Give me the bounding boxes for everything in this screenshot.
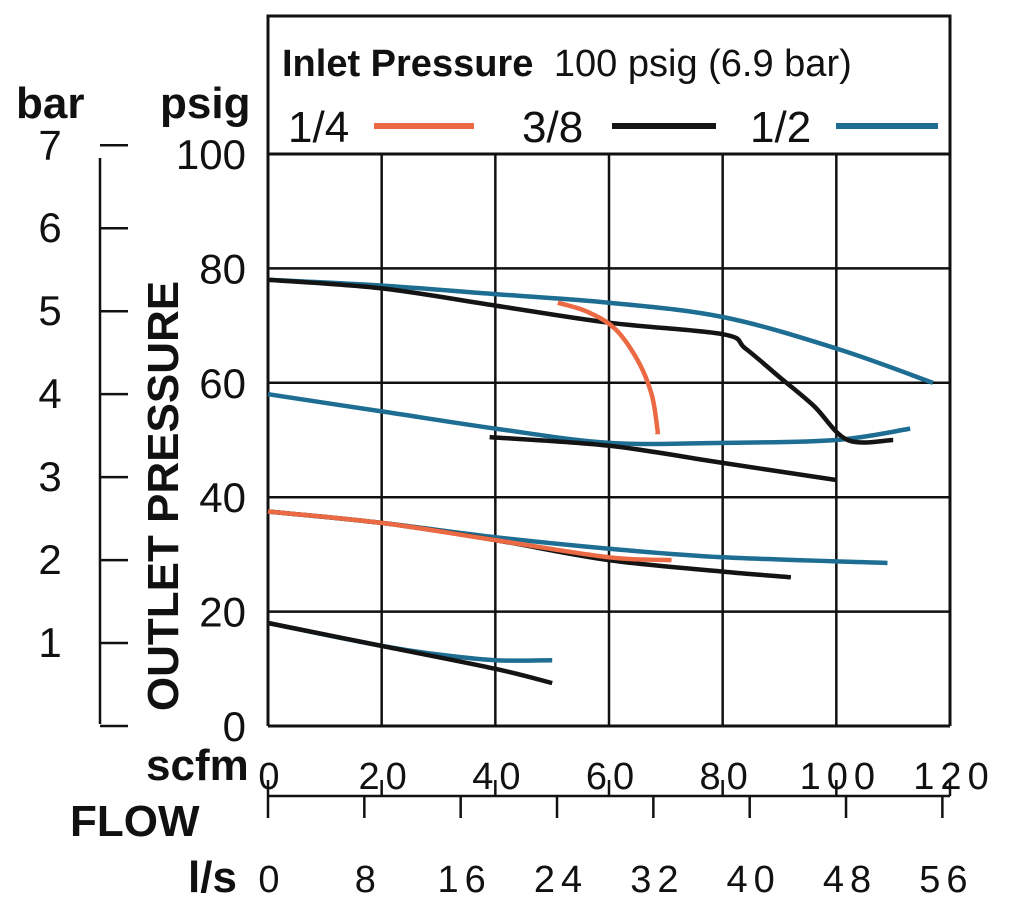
legend-title: Inlet Pressure 100 psig (6.9 bar) [282, 43, 852, 85]
scfm-tick-80: 80 [700, 756, 754, 798]
scfm-tick-60: 60 [586, 756, 640, 798]
bar-tick-6: 6 [38, 204, 61, 251]
ls-tick-0: 0 [258, 859, 285, 901]
ls-tick-40: 40 [727, 859, 781, 901]
legend-title-bold: Inlet Pressure [282, 43, 533, 85]
ls-tick-32: 32 [630, 859, 684, 901]
series-half-curve-2 [267, 391, 911, 447]
bar-unit-label: bar [16, 79, 84, 128]
series-curves [267, 277, 934, 686]
series-quarter-curve-2 [267, 509, 672, 563]
scfm-tick-20: 20 [359, 756, 413, 798]
series-three-eighths-curve-2 [489, 434, 837, 483]
ls-ticks: 0 8 16 24 32 40 48 56 [258, 859, 973, 901]
psig-unit-label: psig [160, 79, 250, 128]
ls-tick-24: 24 [534, 859, 588, 901]
series-quarter-curve-1 [557, 300, 660, 436]
ls-tick-8: 8 [355, 859, 382, 901]
legend-title-rest: 100 psig (6.9 bar) [554, 43, 852, 85]
legend-label-quarter: 1/4 [288, 103, 349, 152]
scfm-tick-120: 120 [913, 756, 994, 798]
x-axis-label: FLOW [70, 797, 200, 846]
scfm-tick-100: 100 [800, 756, 881, 798]
bar-ticks: 1 2 3 4 5 6 7 [38, 121, 128, 728]
psig-tick-60: 60 [199, 360, 246, 407]
scfm-tick-0: 0 [258, 756, 285, 798]
scfm-unit-label: scfm [146, 741, 249, 790]
legend-label-half: 1/2 [750, 103, 811, 152]
legend-box [266, 14, 952, 156]
scfm-tick-40: 40 [472, 756, 526, 798]
ls-tick-16: 16 [438, 859, 492, 901]
psig-tick-40: 40 [199, 474, 246, 521]
scfm-ticks: 0 20 40 60 80 100 120 [258, 756, 994, 798]
grid [268, 154, 950, 726]
legend-label-three-eighths: 3/8 [522, 103, 583, 152]
bar-tick-3: 3 [38, 453, 61, 500]
psig-tick-100: 100 [176, 131, 246, 178]
bar-tick-7: 7 [38, 121, 61, 168]
series-three-eighths-curve-4 [267, 620, 553, 686]
series-half-curve-1 [267, 277, 934, 385]
ls-tick-56: 56 [919, 859, 973, 901]
flow-axis-ticks [266, 780, 952, 818]
psig-tick-0: 0 [223, 703, 246, 750]
bar-tick-5: 5 [38, 287, 61, 334]
ls-tick-48: 48 [823, 859, 877, 901]
y-axis-label: OUTLET PRESSURE [139, 281, 188, 711]
ls-unit-label: l/s [188, 853, 237, 902]
series-three-eighths-curve-1 [267, 277, 894, 445]
psig-tick-20: 20 [199, 589, 246, 636]
bar-tick-1: 1 [38, 619, 61, 666]
bar-tick-2: 2 [38, 536, 61, 583]
psig-ticks: 0 20 40 60 80 100 [176, 131, 246, 750]
series-half-curve-4 [267, 620, 553, 663]
bar-tick-4: 4 [38, 370, 61, 417]
psig-tick-80: 80 [199, 245, 246, 292]
